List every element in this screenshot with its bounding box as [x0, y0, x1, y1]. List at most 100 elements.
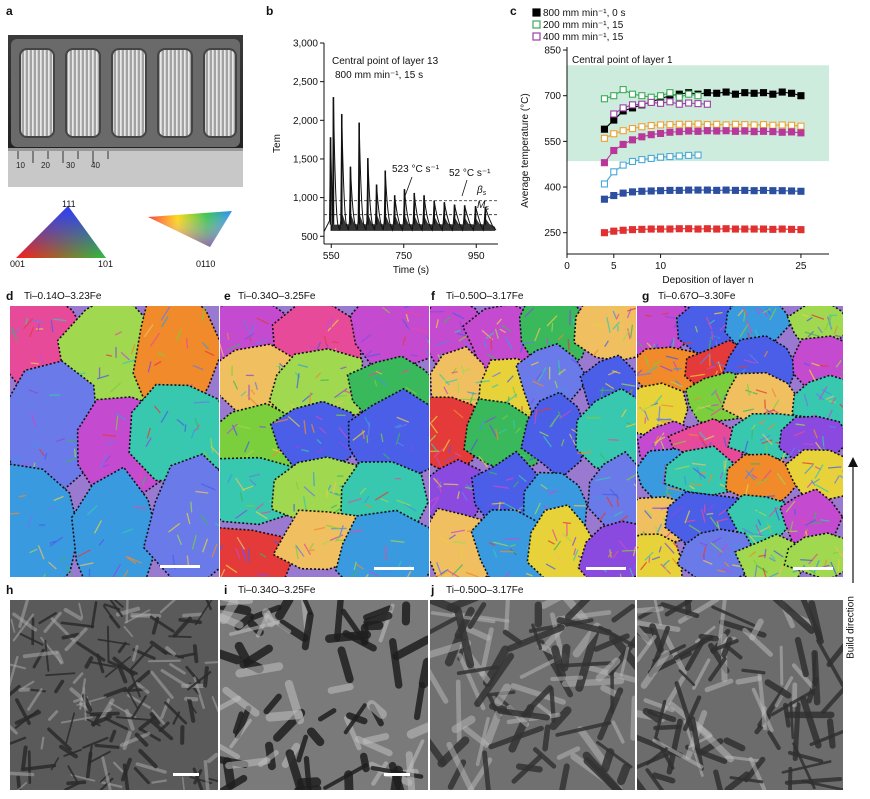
data-point	[731, 90, 739, 98]
alpha-lath	[297, 600, 313, 615]
micrograph-layer	[220, 600, 428, 790]
alpha-lath	[695, 442, 698, 450]
data-point	[638, 92, 646, 100]
alpha-lath	[710, 542, 723, 553]
alpha-lath	[94, 743, 120, 749]
alpha-lath	[597, 625, 635, 657]
alpha-lath	[138, 748, 158, 769]
alpha-lath	[395, 432, 401, 445]
data-point	[675, 120, 683, 128]
alpha-lath	[619, 573, 622, 577]
alpha-lath	[746, 320, 753, 334]
alpha-lath	[48, 561, 57, 570]
alpha-lath	[46, 506, 56, 511]
alpha-lath	[327, 319, 339, 332]
alpha-lath	[558, 368, 566, 375]
y-tick-label: 250	[544, 228, 561, 239]
alpha-lath	[751, 424, 756, 431]
alpha-lath	[821, 388, 832, 396]
alpha-lath	[534, 327, 541, 342]
alpha-lath	[706, 512, 714, 515]
alpha-lath	[528, 452, 542, 462]
alpha-lath	[356, 563, 364, 570]
alpha-lath	[352, 430, 366, 441]
alpha-lath	[686, 519, 696, 523]
alpha-lath	[801, 779, 843, 790]
data-point	[600, 134, 608, 142]
alpha-lath	[454, 606, 475, 669]
alpha-lath	[833, 475, 840, 484]
alpha-lath	[501, 324, 512, 333]
alpha-lath	[250, 389, 256, 395]
alpha-lath	[226, 423, 238, 435]
data-point	[778, 225, 786, 233]
alpha-lath	[142, 476, 147, 486]
y-tick-label: 500	[301, 232, 318, 243]
alpha-lath	[737, 309, 744, 317]
alpha-lath	[402, 502, 417, 512]
alpha-lath	[31, 413, 37, 427]
alpha-lath	[313, 526, 326, 531]
alpha-lath	[639, 407, 654, 416]
alpha-lath	[431, 571, 448, 577]
ipf-label-001: 001	[10, 259, 26, 269]
alpha-lath	[242, 485, 254, 491]
beta-rib	[78, 602, 84, 619]
beta-rib	[455, 679, 462, 744]
prior-beta-grain	[520, 391, 588, 480]
alpha-lath	[542, 724, 551, 752]
alpha-lath	[454, 452, 462, 458]
alpha-lath	[711, 331, 714, 340]
alpha-lath	[803, 393, 809, 407]
beta-rib	[446, 741, 475, 790]
alpha-lath	[394, 424, 402, 428]
data-point	[647, 225, 655, 233]
alpha-lath	[644, 551, 654, 561]
alpha-lath	[749, 388, 754, 405]
alpha-lath	[809, 724, 843, 747]
beta-rib	[611, 720, 625, 744]
ipf-triangle-cubic	[16, 206, 106, 258]
alpha-lath	[651, 772, 676, 784]
alpha-lath	[53, 318, 67, 322]
alpha-lath	[23, 318, 34, 330]
alpha-lath	[96, 374, 109, 380]
data-point	[741, 127, 749, 135]
alpha-lath	[795, 423, 805, 426]
alpha-lath	[350, 569, 360, 577]
alpha-lath	[192, 364, 204, 371]
data-point	[685, 120, 693, 128]
alpha-lath	[828, 466, 842, 469]
y-tick-label: 1,500	[293, 154, 318, 165]
alpha-lath	[841, 359, 843, 365]
alpha-lath	[684, 510, 691, 524]
alpha-lath	[750, 510, 761, 516]
alpha-lath	[820, 672, 843, 715]
beta-rib	[151, 709, 167, 727]
alpha-lath	[303, 496, 307, 512]
beta-rib	[21, 680, 35, 690]
alpha-lath	[380, 498, 389, 503]
beta-rib	[430, 639, 472, 659]
alpha-lath	[803, 443, 814, 446]
alpha-lath	[454, 329, 461, 333]
alpha-lath	[793, 430, 805, 437]
panel-label-h: h	[6, 583, 14, 597]
data-point	[666, 153, 674, 161]
alpha-lath	[690, 373, 705, 378]
alpha-lath	[612, 321, 621, 330]
alpha-lath	[396, 416, 410, 423]
alpha-lath	[781, 760, 832, 774]
beta-rib	[220, 609, 244, 629]
alpha-lath	[442, 439, 451, 452]
alpha-lath	[715, 518, 728, 523]
alpha-lath	[275, 600, 294, 621]
beta-rib	[235, 662, 284, 678]
beta-rib	[131, 644, 139, 662]
alpha-lath	[193, 769, 203, 785]
prior-beta-grain	[334, 509, 429, 577]
data-point	[610, 168, 618, 176]
alpha-lath	[303, 756, 313, 790]
alpha-lath	[724, 561, 730, 568]
alpha-lath	[688, 433, 698, 437]
